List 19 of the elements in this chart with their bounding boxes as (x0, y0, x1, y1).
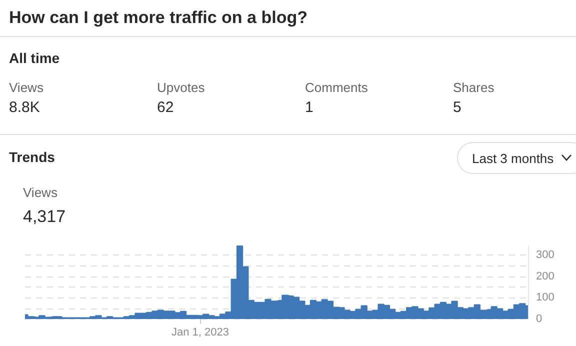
text: Trends (9, 149, 55, 165)
y-tick-label: 300 (536, 248, 554, 261)
text: All time (9, 50, 60, 66)
text: Last 3 months (472, 151, 554, 166)
text: 8.8K (9, 99, 40, 116)
text: 1 (305, 99, 314, 116)
y-tick-label: 100 (536, 292, 554, 304)
text: 4,317 (23, 207, 66, 227)
text: 62 (157, 99, 174, 116)
text: Upvotes (157, 80, 205, 95)
y-tick-label: 0 (536, 313, 542, 325)
text: 5 (453, 99, 462, 116)
chart-title: How can I get more traffic on a blog? (9, 8, 308, 28)
text: Comments (305, 80, 368, 95)
x-tick-label: Jan 1, 2023 (171, 326, 229, 338)
text: Views (9, 80, 44, 95)
y-tick-label: 200 (536, 270, 554, 282)
text: Shares (453, 80, 494, 95)
text: Views (23, 185, 58, 200)
